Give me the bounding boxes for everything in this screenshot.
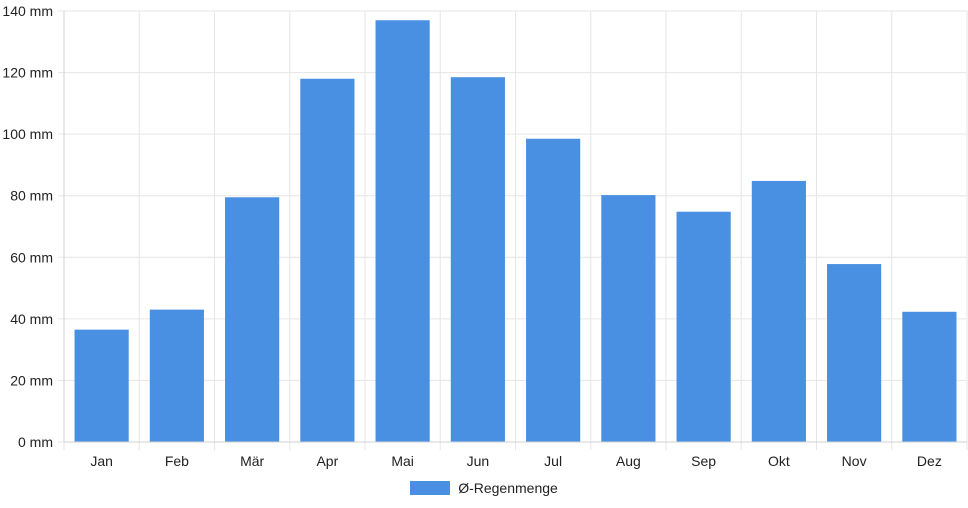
axis-layer (63, 11, 967, 443)
y-tick-label: 40 mm (10, 311, 53, 327)
y-tick-label: 80 mm (10, 188, 53, 204)
y-tick-label: 120 mm (2, 65, 53, 81)
y-tick-label: 60 mm (10, 249, 53, 265)
x-tick-label: Feb (165, 453, 189, 469)
bar[interactable] (601, 195, 656, 442)
bar[interactable] (676, 211, 731, 442)
x-tick-label: Apr (316, 453, 338, 469)
legend-label: Ø-Regenmenge (458, 480, 558, 496)
bar[interactable] (225, 197, 280, 442)
bar[interactable] (751, 180, 806, 443)
legend[interactable]: Ø-Regenmenge (0, 480, 968, 496)
bar-chart: 0 mm 20 mm 40 mm 60 mm 80 mm 100 mm 120 mm 140 … (2, 3, 968, 469)
bar[interactable] (902, 311, 957, 442)
bar[interactable] (450, 77, 505, 443)
x-tick-label: Mai (391, 453, 414, 469)
y-tick-label: 20 mm (10, 372, 53, 388)
y-tick-label: 140 mm (2, 3, 53, 19)
y-tick-label: 0 mm (18, 434, 53, 450)
label-layer: 0 mm 20 mm 40 mm 60 mm 80 mm 100 mm 120 mm 140 … (2, 3, 941, 469)
bar[interactable] (300, 78, 355, 442)
bar[interactable] (827, 264, 882, 442)
bar[interactable] (74, 329, 129, 442)
y-tick-label: 100 mm (2, 126, 53, 142)
x-tick-label: Aug (616, 453, 641, 469)
grid-layer (58, 10, 968, 450)
x-tick-label: Jan (90, 453, 113, 469)
x-tick-label: Jun (467, 453, 490, 469)
bar-layer (74, 20, 957, 443)
bar[interactable] (526, 138, 581, 442)
x-tick-label: Sep (691, 453, 716, 469)
x-tick-label: Jul (544, 453, 562, 469)
x-tick-label: Dez (917, 453, 942, 469)
bar[interactable] (149, 309, 204, 442)
bar[interactable] (375, 20, 430, 442)
x-tick-label: Nov (842, 453, 867, 469)
legend-swatch (410, 481, 451, 495)
x-tick-label: Mär (240, 453, 264, 469)
x-tick-label: Okt (768, 453, 790, 469)
